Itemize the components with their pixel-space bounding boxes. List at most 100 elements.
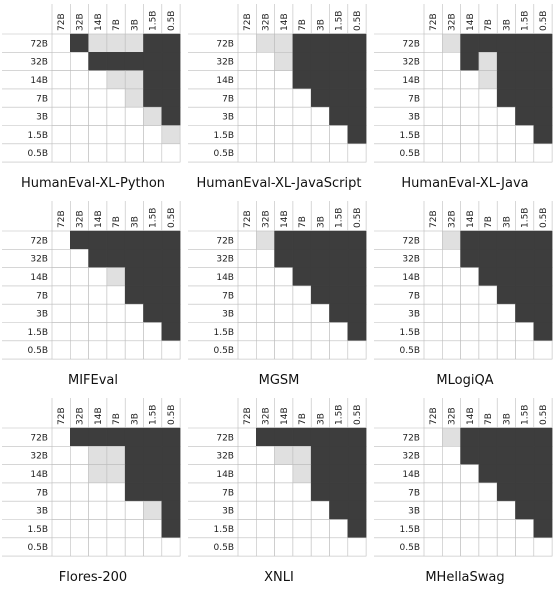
heatmap-cell <box>347 88 367 108</box>
heatmap-cell <box>347 482 367 502</box>
heatmap-cell <box>70 445 89 465</box>
heatmap-cell <box>533 322 553 342</box>
heatmap-cell <box>460 106 480 126</box>
heatmap-cell <box>256 125 275 145</box>
heatmap-cell <box>496 33 516 53</box>
row-tick-label: 1.5B <box>400 131 421 141</box>
heatmap-cell <box>106 340 126 360</box>
heatmap-cell <box>310 106 330 126</box>
col-tick-label: 0.5B <box>167 405 177 426</box>
row-tick-label: 0.5B <box>400 346 421 356</box>
heatmap-cell <box>478 267 498 287</box>
heatmap-cell <box>124 322 144 342</box>
heatmap-cell <box>533 267 553 287</box>
row-tick-label: 7B <box>408 488 420 498</box>
col-tick-label: 3B <box>502 19 512 31</box>
col-tick-label: 72B <box>429 407 439 425</box>
col-tick-label: 0.5B <box>353 11 363 32</box>
heatmap-cell <box>88 537 108 557</box>
row-tick-label: 1.5B <box>28 328 49 338</box>
heatmap-cell <box>310 125 330 145</box>
col-tick-label: 32B <box>447 13 457 31</box>
heatmap-cell <box>274 143 294 163</box>
heatmap-cell <box>442 230 461 250</box>
heatmap-cell <box>496 322 516 342</box>
heatmap-cell <box>51 464 71 484</box>
heatmap-cell <box>70 51 89 71</box>
heatmap-cell <box>515 285 535 305</box>
heatmap-cell <box>329 33 349 53</box>
heatmap-cell <box>51 33 71 53</box>
heatmap-cell <box>515 500 535 520</box>
row-tick-label: 3B <box>36 507 48 517</box>
heatmap-cell <box>274 322 294 342</box>
col-tick-label: 7B <box>298 413 308 425</box>
heatmap-cell <box>237 537 257 557</box>
heatmap-cell <box>442 70 461 90</box>
heatmap-cell <box>70 340 89 360</box>
heatmap-cell <box>88 267 108 287</box>
heatmap-cell <box>106 519 126 539</box>
heatmap-cell <box>70 322 89 342</box>
heatmap-cell <box>460 33 480 53</box>
heatmap-cell <box>442 427 461 447</box>
heatmap-cell <box>256 445 275 465</box>
heatmap-cell <box>460 70 480 90</box>
row-tick-label: 72B <box>216 433 234 443</box>
heatmap-cell <box>124 427 144 447</box>
heatmap-cell <box>310 88 330 108</box>
heatmap-cell <box>496 70 516 90</box>
heatmap-cell <box>161 125 181 145</box>
row-tick-label: 72B <box>30 433 48 443</box>
heatmap-cell <box>292 33 312 53</box>
row-tick-label: 32B <box>216 58 234 68</box>
heatmap-cell <box>106 537 126 557</box>
heatmap-cell <box>442 88 461 108</box>
heatmap-cell <box>88 303 108 323</box>
heatmap-cell <box>256 33 275 53</box>
heatmap-cell <box>70 143 89 163</box>
heatmap-cell <box>256 230 275 250</box>
heatmap-cell <box>124 537 144 557</box>
heatmap-cell <box>442 143 461 163</box>
heatmap-cell <box>256 248 275 268</box>
heatmap-cell <box>533 445 553 465</box>
row-tick-label: 0.5B <box>28 149 49 159</box>
heatmap-cell <box>124 519 144 539</box>
heatmap-cell <box>88 143 108 163</box>
heatmap-cell <box>329 88 349 108</box>
row-tick-label: 32B <box>30 58 48 68</box>
col-tick-label: 3B <box>316 216 326 228</box>
heatmap-cell <box>274 445 294 465</box>
col-tick-label: 32B <box>75 210 85 228</box>
heatmap-cell <box>478 322 498 342</box>
heatmap-cell <box>70 482 89 502</box>
row-tick-label: 7B <box>408 94 420 104</box>
heatmap-cell <box>88 519 108 539</box>
heatmap-cell <box>256 464 275 484</box>
heatmap-cell <box>533 427 553 447</box>
heatmap-cell <box>423 248 443 268</box>
heatmap-cell <box>515 70 535 90</box>
heatmap-cell <box>478 230 498 250</box>
col-tick-label: 7B <box>112 216 122 228</box>
heatmap-cell <box>515 322 535 342</box>
heatmap-cell <box>70 248 89 268</box>
heatmap-cell <box>533 70 553 90</box>
heatmap-cell <box>310 464 330 484</box>
heatmap-cell <box>496 303 516 323</box>
heatmap-cell <box>161 322 181 342</box>
heatmap-cell <box>51 445 71 465</box>
heatmap-title: HumanEval-XL-JavaScript <box>196 176 362 191</box>
heatmap-cell <box>256 537 275 557</box>
heatmap-cell <box>496 482 516 502</box>
heatmap-cell <box>478 537 498 557</box>
heatmap-cell <box>124 464 144 484</box>
heatmap-cell <box>310 322 330 342</box>
row-tick-label: 14B <box>216 76 234 86</box>
heatmap-cell <box>143 125 163 145</box>
col-tick-label: 0.5B <box>167 11 177 32</box>
heatmap-cell <box>106 427 126 447</box>
heatmap-cell <box>442 445 461 465</box>
heatmap-title: Flores-200 <box>58 570 128 585</box>
